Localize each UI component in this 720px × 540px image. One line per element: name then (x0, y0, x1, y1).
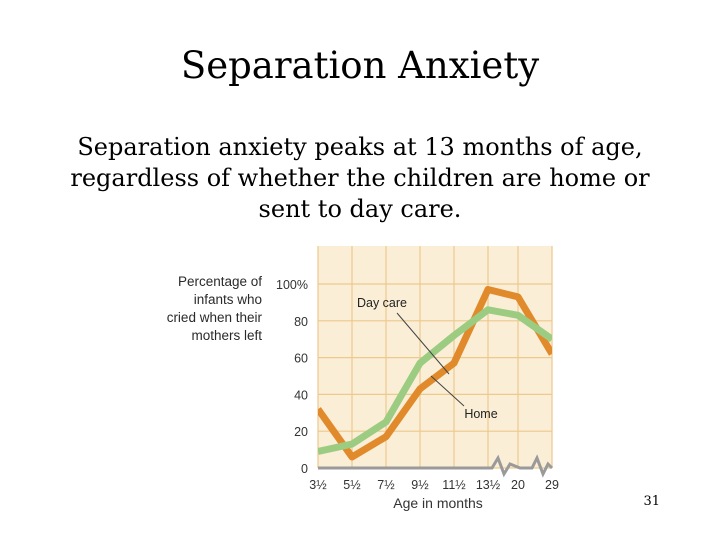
series-label-day-care: Day care (357, 296, 407, 310)
x-tick-label: 3½ (309, 478, 327, 492)
y-axis-label-line: cried when their (166, 310, 262, 325)
series-label-home: Home (464, 407, 497, 421)
y-tick-label: 100% (276, 278, 308, 292)
y-tick-label: 40 (294, 388, 308, 402)
y-tick-label: 80 (294, 315, 308, 329)
x-axis-line (318, 454, 554, 478)
y-axis-label-line: Percentage of (177, 274, 262, 289)
slide-body-text: Separation anxiety peaks at 13 months of… (70, 133, 650, 223)
x-tick-label: 20 (511, 478, 525, 492)
x-tick-label: 9½ (411, 478, 429, 492)
day-care-leader-line (396, 312, 450, 375)
x-tick-label: 5½ (343, 478, 361, 492)
slide-title: Separation Anxiety (180, 44, 540, 87)
series-line (318, 286, 552, 461)
x-tick-label: 7½ (377, 478, 395, 492)
x-axis-label: Age in months (393, 495, 483, 511)
x-tick-label: 13½ (476, 478, 501, 492)
y-axis-label: Percentage of infants who cried when the… (160, 273, 262, 345)
y-tick-label: 60 (294, 352, 308, 366)
y-tick-label: 0 (301, 462, 308, 476)
y-tick-label: 20 (294, 425, 308, 439)
home-leader-line (430, 375, 465, 407)
y-axis-label-line: mothers left (191, 328, 262, 343)
x-tick-label: 29 (545, 478, 559, 492)
page-number: 31 (643, 494, 660, 509)
x-tick-label: 11½ (442, 478, 466, 492)
series-line (318, 306, 552, 455)
y-axis-label-line: infants who (193, 292, 262, 307)
